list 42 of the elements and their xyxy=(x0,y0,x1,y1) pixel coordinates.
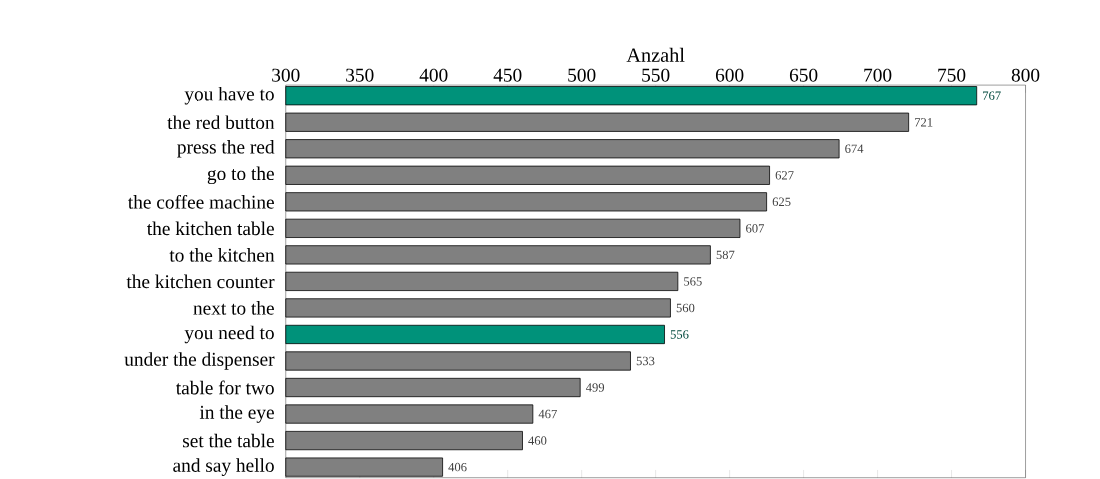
data-label: 499 xyxy=(585,383,605,392)
y-tick-label: the kitchen table xyxy=(146,221,274,236)
x-tick-label: 350 xyxy=(346,68,374,82)
y-tick-label: in the eye xyxy=(199,405,274,423)
y-tick-label: to the kitchen xyxy=(169,248,275,262)
y-tick-label: press the red xyxy=(177,140,275,158)
x-tick-label: 300 xyxy=(272,68,300,82)
y-tick-label: the coffee machine xyxy=(128,195,274,209)
data-label: 467 xyxy=(538,409,557,419)
data-label: 533 xyxy=(636,356,655,366)
data-label: 721 xyxy=(915,118,933,127)
x-tick-label: 500 xyxy=(568,68,596,82)
y-tick-label: under the dispenser xyxy=(124,352,275,370)
x-tick-label: 550 xyxy=(642,68,670,82)
y-tick-label: the red button xyxy=(167,115,275,130)
data-label: 460 xyxy=(528,436,547,445)
data-label: 406 xyxy=(448,463,467,472)
data-label: 565 xyxy=(684,277,702,286)
y-tick-label: next to the xyxy=(193,301,274,315)
x-tick-label: 400 xyxy=(419,68,448,82)
y-tick-label: you need to xyxy=(184,325,274,344)
data-label: 607 xyxy=(746,224,765,233)
x-axis-title: Anzahl xyxy=(626,47,685,63)
data-label: 587 xyxy=(716,250,735,260)
y-tick-label: and say hello xyxy=(173,458,274,477)
data-label: 627 xyxy=(775,171,794,180)
y-tick-label: set the table xyxy=(183,433,274,448)
x-tick-label: 800 xyxy=(1011,68,1040,82)
y-tick-label: you have to xyxy=(184,87,274,105)
x-tick-label: 700 xyxy=(864,68,892,82)
x-tick-label: 450 xyxy=(493,68,522,82)
x-tick-label: 600 xyxy=(715,68,744,82)
y-tick-label: the kitchen counter xyxy=(126,274,275,289)
y-tick-label: go to the xyxy=(207,166,274,185)
x-tick-label: 750 xyxy=(938,68,966,82)
data-label: 674 xyxy=(845,144,864,154)
data-label: 625 xyxy=(772,197,791,207)
data-label: 556 xyxy=(670,330,689,339)
data-label: 767 xyxy=(983,91,1001,101)
data-label: 560 xyxy=(676,303,695,313)
x-tick-label: 650 xyxy=(789,68,818,82)
y-tick-label: table for two xyxy=(175,380,274,395)
